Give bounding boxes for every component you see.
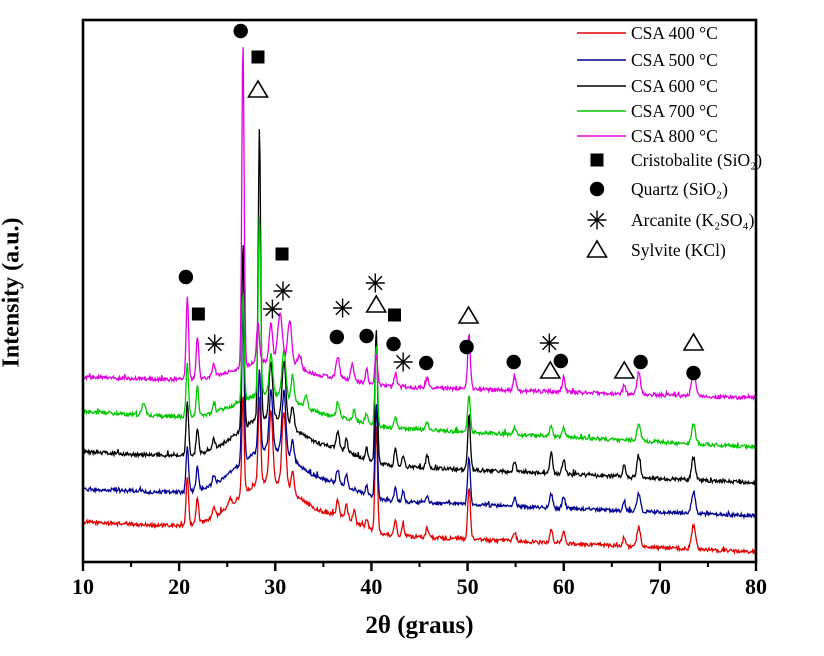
x-tick-label: 20: [168, 574, 190, 599]
quartz-phase-markers: [178, 23, 701, 381]
legend-series-label: CSA 700 °C: [631, 101, 718, 121]
series-csa-600-c: [82, 129, 757, 486]
x-tick-label: 80: [745, 574, 767, 599]
arcanite-phase-markers: [205, 273, 559, 372]
legend-series-entry: CSA 600 °C: [577, 76, 718, 96]
y-axis-title: Intensity (a.u.): [0, 217, 25, 368]
legend-phase-entry: Quartz (SiO₂): [589, 179, 728, 199]
legend-phase-entry: Sylvite (KCl): [586, 239, 726, 260]
legend-phase-label: Quartz (SiO₂): [631, 179, 728, 199]
legend-series-entry: CSA 500 °C: [577, 50, 718, 70]
legend-series-label: CSA 500 °C: [631, 50, 718, 70]
legend-series-entry: CSA 800 °C: [577, 126, 718, 146]
series-curves: [82, 47, 757, 556]
sylvite-phase-markers: [247, 79, 705, 379]
series-csa-800-c: [82, 47, 757, 401]
legend-series-label: CSA 600 °C: [631, 76, 718, 96]
x-tick-label: 60: [553, 574, 575, 599]
legend-phase-label: Cristobalite (SiO₂): [631, 150, 762, 170]
legend-phase-entry: Arcanite (K₂SO₄): [587, 210, 755, 230]
series-csa-700-c: [83, 215, 757, 451]
legend-phase-label: Sylvite (KCl): [631, 240, 726, 260]
legend-series-entry: CSA 700 °C: [577, 101, 718, 121]
legend-series-label: CSA 400 °C: [631, 23, 718, 43]
x-tick-label: 40: [360, 574, 382, 599]
legend-phase-entry: Cristobalite (SiO₂): [590, 150, 762, 170]
x-tick-label: 30: [264, 574, 286, 599]
x-axis-title: 2θ (graus): [365, 612, 474, 639]
x-tick-label: 10: [72, 574, 94, 599]
legend-series-label: CSA 800 °C: [631, 126, 718, 146]
x-tick-label: 70: [649, 574, 671, 599]
x-tick-label: 50: [457, 574, 479, 599]
x-axis-tick-labels: 10 20 30 40 50 60 70 80: [72, 574, 767, 599]
legend-series-entry: CSA 400 °C: [577, 23, 718, 43]
legend: CSA 400 °C CSA 500 °C CSA 600 °C CSA 700 °C…: [577, 23, 762, 260]
cristobalite-phase-markers: [191, 50, 402, 322]
series-csa-400-c: [82, 396, 757, 556]
x-axis-ticks: [81, 562, 758, 571]
legend-phase-label: Arcanite (K₂SO₄): [631, 210, 755, 230]
series-csa-500-c: [82, 301, 757, 520]
